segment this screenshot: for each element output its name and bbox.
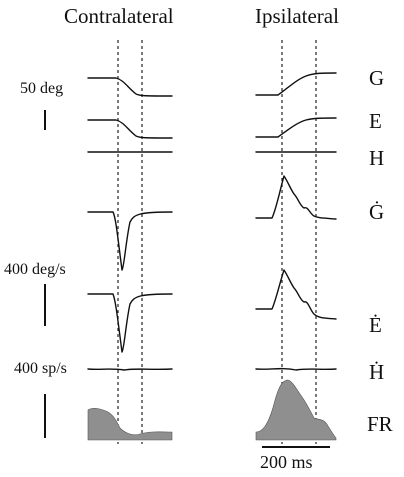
signal-label-gaze: G (369, 66, 385, 90)
ipsi-gaze-velocity-trace (255, 175, 337, 220)
time-scale-label: 200 ms (260, 452, 313, 472)
contra-gaze-velocity-trace (87, 211, 173, 271)
ipsi-gaze-trace (255, 72, 337, 96)
time-scale-bar (262, 446, 330, 448)
ipsi-eye-trace (255, 117, 337, 138)
signal-label-eye-velocity: Ė (369, 313, 382, 337)
contra-eye-velocity-trace (87, 293, 173, 353)
velocity-scale-label: 400 deg/s (4, 261, 66, 278)
position-scale-bar (44, 110, 46, 130)
signal-label-gaze-velocity: Ġ (369, 200, 385, 224)
signal-label-head: H (369, 146, 385, 170)
velocity-scale-bar (44, 284, 46, 326)
firing-scale-label: 400 sp/s (14, 360, 67, 377)
signal-label-firing-rate: FR (367, 412, 393, 436)
contra-head-velocity-trace (87, 368, 173, 371)
ipsi-head-velocity-trace (255, 367, 337, 371)
contra-eye-trace (87, 119, 173, 139)
signal-label-eye: E (369, 109, 382, 133)
dashed-lines (117, 40, 317, 444)
firing-scale-bar (44, 394, 46, 438)
contra-firing-rate (87, 407, 173, 441)
signal-label-head-velocity: Ḣ (369, 360, 385, 384)
contra-gaze-trace (87, 77, 173, 97)
ipsilateral-heading: Ipsilateral (255, 4, 339, 28)
position-scale-label: 50 deg (20, 80, 64, 97)
ipsi-firing-rate (255, 379, 337, 441)
contralateral-heading: Contralateral (64, 4, 174, 28)
ipsi-eye-velocity-trace (255, 269, 337, 320)
